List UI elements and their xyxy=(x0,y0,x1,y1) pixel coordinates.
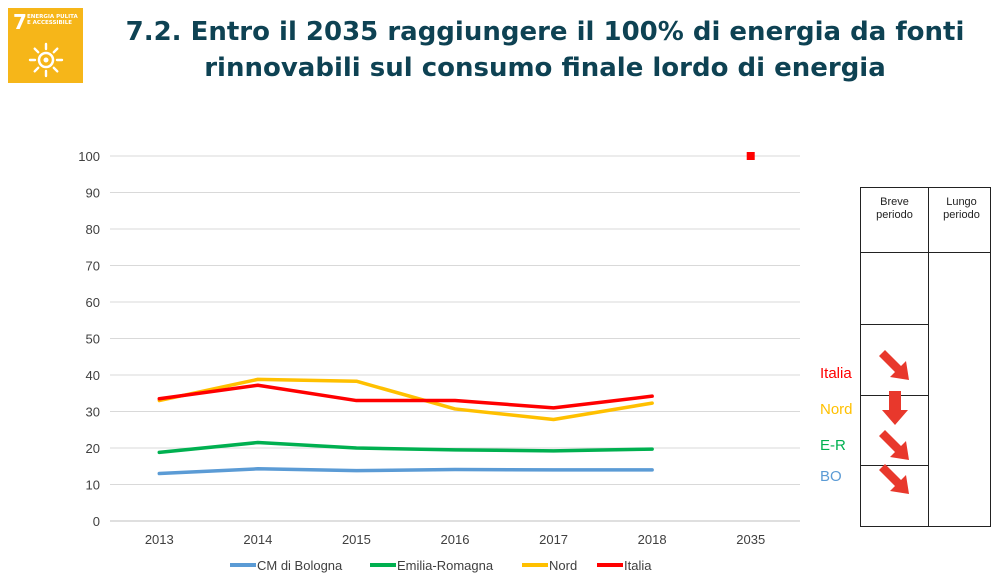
y-tick-label: 40 xyxy=(86,368,100,383)
series-line-cm-di-bologna xyxy=(157,467,654,476)
table-column-divider xyxy=(928,188,929,526)
x-tick-label: 2018 xyxy=(638,532,667,547)
table-header-divider xyxy=(861,252,990,253)
row-label-er: E-R xyxy=(820,437,846,454)
arrow-down-right-icon xyxy=(879,464,909,494)
sdg-7-badge: 7 ENERGIA PULITA E ACCESSIBILE xyxy=(8,8,83,83)
y-tick-label: 50 xyxy=(86,332,100,347)
legend-label: CM di Bologna xyxy=(257,558,343,573)
row-label-bo: BO xyxy=(820,468,842,485)
x-tick-label: 2017 xyxy=(539,532,568,547)
header-short-term: Breve periodo xyxy=(876,196,913,221)
title-line-1: 7.2. Entro il 2035 raggiungere il 100% d… xyxy=(125,17,965,47)
table-row-divider xyxy=(861,324,928,325)
arrow-down-right-icon xyxy=(879,430,909,460)
y-tick-label: 80 xyxy=(86,222,100,237)
x-tick-label: 2014 xyxy=(243,532,272,547)
x-tick-label: 2013 xyxy=(145,532,174,547)
row-label-nord: Nord xyxy=(820,401,853,418)
row-label-italia: Italia xyxy=(820,365,852,382)
target-marker xyxy=(746,152,755,160)
legend-label: Nord xyxy=(549,558,577,573)
header-long-term: Lungo periodo xyxy=(943,196,980,221)
sdg-goal-text: ENERGIA PULITA E ACCESSIBILE xyxy=(27,14,78,26)
legend-label: Italia xyxy=(624,558,652,573)
x-tick-label: 2016 xyxy=(441,532,470,547)
arrow-down-right-icon xyxy=(879,350,909,380)
sun-icon xyxy=(28,42,64,78)
series-line-italia xyxy=(157,383,654,410)
y-tick-label: 10 xyxy=(86,478,100,493)
y-tick-label: 90 xyxy=(86,186,100,201)
legend-label: Emilia-Romagna xyxy=(397,558,494,573)
page-title: 7.2. Entro il 2035 raggiungere il 100% d… xyxy=(100,14,990,86)
series-line-emilia-romagna xyxy=(157,440,654,455)
series-line-nord xyxy=(157,377,654,422)
y-tick-label: 100 xyxy=(78,149,100,164)
y-tick-label: 0 xyxy=(93,514,100,529)
arrow-down-icon xyxy=(882,391,908,425)
y-tick-label: 70 xyxy=(86,259,100,274)
y-tick-label: 30 xyxy=(86,405,100,420)
sdg-number: 7 xyxy=(13,10,27,34)
trend-table: Breve periodo Lungo periodo xyxy=(860,187,991,527)
table-row-divider xyxy=(861,465,928,466)
x-tick-label: 2035 xyxy=(736,532,765,547)
y-tick-label: 60 xyxy=(86,295,100,310)
x-tick-label: 2015 xyxy=(342,532,371,547)
y-tick-label: 20 xyxy=(86,441,100,456)
title-line-2: rinnovabili sul consumo finale lordo di … xyxy=(204,53,886,83)
